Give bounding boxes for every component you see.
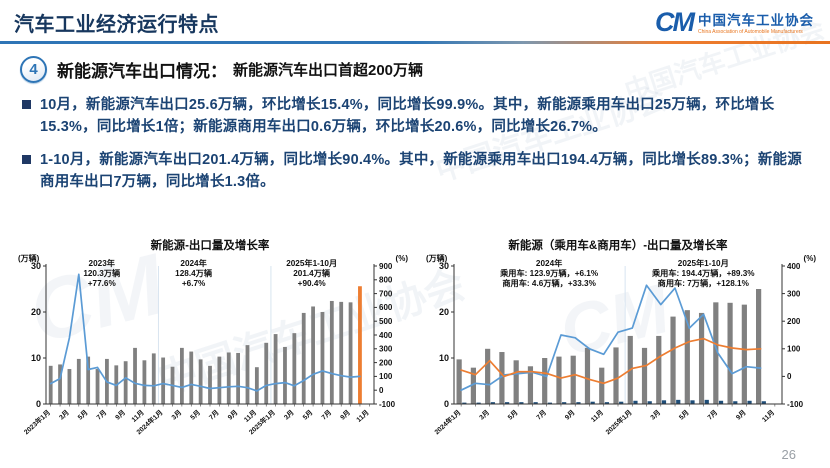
svg-text:800: 800 — [379, 276, 393, 285]
caam-logo-text: 中国汽车工业协会 China Association of Automobile… — [698, 9, 814, 35]
svg-text:商用车: 7万辆，+128.1%: 商用车: 7万辆，+128.1% — [658, 278, 750, 288]
caam-logo: CM 中国汽车工业协会 China Association of Automob… — [655, 6, 814, 37]
svg-text:10: 10 — [439, 353, 449, 363]
svg-text:新能源-出口量及增长率: 新能源-出口量及增长率 — [151, 238, 270, 252]
charts-row: 0 10 20 30 -100 0 100 200 300 400 500 600 700 800 900 2… — [10, 236, 822, 462]
bullet-list: 10月，新能源汽车出口25.6万辆，环比增长15.4%，同比增长99.9%。其中… — [22, 94, 810, 204]
svg-text:(%): (%) — [396, 254, 409, 263]
svg-text:201.4万辆: 201.4万辆 — [293, 268, 330, 278]
svg-text:11月: 11月 — [760, 409, 776, 424]
svg-text:3月: 3月 — [170, 409, 183, 422]
caam-logo-monogram-icon: CM — [655, 6, 695, 37]
svg-text:3月: 3月 — [649, 409, 662, 422]
svg-text:(%): (%) — [804, 254, 817, 263]
header: 汽车工业经济运行特点 CM 中国汽车工业协会 China Association… — [0, 0, 830, 40]
svg-text:5月: 5月 — [677, 409, 690, 422]
bullet-item-october: 10月，新能源汽车出口25.6万辆，环比增长15.4%，同比增长99.9%。其中… — [22, 94, 810, 139]
svg-text:0: 0 — [444, 399, 449, 409]
svg-text:3月: 3月 — [282, 409, 295, 422]
svg-text:商用车: 4.6万辆，+33.3%: 商用车: 4.6万辆，+33.3% — [502, 278, 596, 288]
svg-text:2024年1月: 2024年1月 — [432, 408, 462, 436]
svg-text:9月: 9月 — [563, 409, 576, 422]
page-number: 26 — [781, 447, 796, 462]
svg-text:7月: 7月 — [320, 409, 333, 422]
bullet-text: 1-10月，新能源汽车出口201.4万辆，同比增长90.4%。其中，新能源乘用车… — [40, 151, 802, 191]
svg-text:5月: 5月 — [301, 409, 314, 422]
svg-text:3月: 3月 — [478, 409, 491, 422]
svg-text:2024年: 2024年 — [536, 258, 562, 268]
svg-text:0: 0 — [787, 372, 792, 381]
svg-text:0: 0 — [379, 386, 384, 395]
svg-text:+6.7%: +6.7% — [182, 279, 206, 288]
svg-text:乘用车: 194.4万辆，+89.3%: 乘用车: 194.4万辆，+89.3% — [651, 268, 755, 278]
svg-text:5月: 5月 — [76, 409, 89, 422]
svg-text:100: 100 — [787, 345, 801, 354]
section-subtitle: 新能源汽车出口首超200万辆 — [233, 62, 424, 79]
svg-text:300: 300 — [379, 345, 393, 354]
svg-text:30: 30 — [439, 261, 449, 271]
caam-org-name-en: China Association of Automobile Manufact… — [698, 29, 803, 35]
bullet-text: 10月，新能源汽车出口25.6万辆，环比增长15.4%，同比增长99.9%。其中… — [40, 97, 775, 136]
section-title: 新能源汽车出口情况： — [57, 62, 227, 81]
svg-text:2023年: 2023年 — [89, 258, 115, 268]
svg-text:7月: 7月 — [535, 409, 548, 422]
svg-text:2024年: 2024年 — [180, 258, 206, 268]
svg-text:9月: 9月 — [734, 409, 747, 422]
svg-text:+90.4%: +90.4% — [298, 279, 327, 288]
svg-text:11月: 11月 — [130, 409, 146, 424]
bullet-item-jan-oct: 1-10月，新能源汽车出口201.4万辆，同比增长90.4%。其中，新能源乘用车… — [22, 149, 810, 194]
svg-text:200: 200 — [787, 317, 801, 326]
svg-text:200: 200 — [379, 358, 393, 367]
svg-text:-100: -100 — [379, 400, 396, 409]
svg-text:100: 100 — [379, 372, 393, 381]
svg-text:30: 30 — [31, 261, 41, 271]
svg-text:900: 900 — [379, 262, 393, 271]
caam-org-name-cn: 中国汽车工业协会 — [698, 13, 814, 28]
header-divider — [0, 41, 830, 44]
svg-text:2025年1-10月: 2025年1-10月 — [286, 258, 337, 268]
svg-text:2025年1-10月: 2025年1-10月 — [678, 258, 729, 268]
chart-nev-pv-cv-export-volume-growth: 0 10 20 30 -100 0 100 200 300 400 2024年1月 3月 5月 7月 9月 1… — [418, 236, 822, 462]
svg-text:7月: 7月 — [95, 409, 108, 422]
svg-text:700: 700 — [379, 289, 393, 298]
svg-text:9月: 9月 — [226, 409, 239, 422]
svg-text:9月: 9月 — [114, 409, 127, 422]
svg-text:2023年1月: 2023年1月 — [22, 408, 52, 436]
svg-text:400: 400 — [379, 331, 393, 340]
chart-nev-export-volume-growth: 0 10 20 30 -100 0 100 200 300 400 500 600 700 800 900 2… — [10, 236, 414, 462]
section-number-badge: 4 — [20, 56, 47, 83]
svg-text:300: 300 — [787, 289, 801, 298]
svg-text:128.4万辆: 128.4万辆 — [175, 268, 212, 278]
svg-text:9月: 9月 — [339, 409, 352, 422]
svg-text:7月: 7月 — [207, 409, 220, 422]
svg-text:5月: 5月 — [506, 409, 519, 422]
svg-text:11月: 11月 — [242, 409, 258, 424]
svg-text:-100: -100 — [787, 400, 804, 409]
svg-text:+77.6%: +77.6% — [88, 279, 117, 288]
svg-text:新能源（乘用车&商用车）-出口量及增长率: 新能源（乘用车&商用车）-出口量及增长率 — [508, 238, 728, 252]
svg-text:(万辆): (万辆) — [18, 253, 40, 263]
svg-text:10: 10 — [31, 353, 41, 363]
svg-text:5月: 5月 — [189, 409, 202, 422]
svg-text:11月: 11月 — [589, 409, 605, 424]
bullet-square-icon — [22, 154, 31, 164]
svg-text:500: 500 — [379, 317, 393, 326]
svg-text:(万辆): (万辆) — [426, 253, 448, 263]
svg-text:乘用车: 123.9万辆，+6.1%: 乘用车: 123.9万辆，+6.1% — [499, 268, 599, 278]
svg-text:400: 400 — [787, 262, 801, 271]
svg-text:2025年1月: 2025年1月 — [603, 408, 633, 436]
svg-text:600: 600 — [379, 303, 393, 312]
page-title: 汽车工业经济运行特点 — [14, 13, 219, 36]
svg-text:0: 0 — [36, 399, 41, 409]
svg-text:20: 20 — [31, 307, 41, 317]
svg-text:120.3万辆: 120.3万辆 — [83, 268, 120, 278]
svg-text:11月: 11月 — [355, 409, 371, 424]
section-heading: 4 新能源汽车出口情况： 新能源汽车出口首超200万辆 — [20, 56, 814, 83]
svg-text:20: 20 — [439, 307, 449, 317]
svg-text:3月: 3月 — [58, 409, 71, 422]
bullet-square-icon — [22, 100, 31, 109]
svg-text:7月: 7月 — [706, 409, 719, 422]
